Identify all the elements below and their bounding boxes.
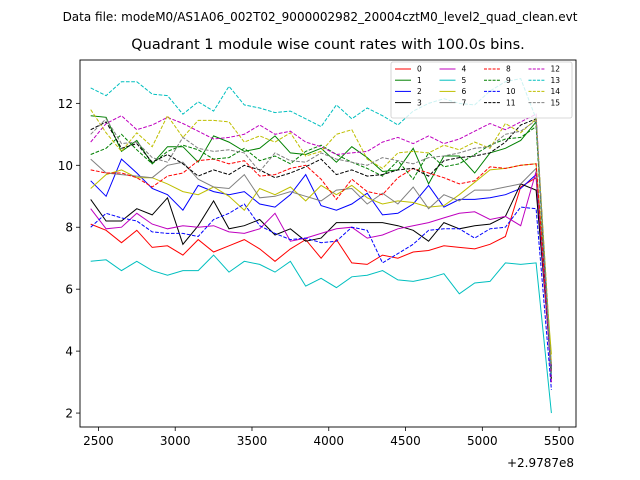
legend-label-10: 10 bbox=[506, 87, 516, 96]
x-tick-label: 3000 bbox=[160, 434, 191, 448]
series-line-13 bbox=[90, 78, 552, 376]
y-tick-label: 4 bbox=[65, 345, 73, 359]
legend-label-8: 8 bbox=[506, 65, 511, 74]
legend-label-6: 6 bbox=[462, 87, 467, 96]
legend-label-4: 4 bbox=[462, 65, 467, 74]
series-line-9 bbox=[90, 125, 552, 380]
legend-box bbox=[390, 61, 573, 119]
y-tick-label: 2 bbox=[65, 407, 73, 421]
x-tick-label: 4500 bbox=[390, 434, 421, 448]
legend-label-3: 3 bbox=[417, 98, 422, 107]
series-line-10 bbox=[90, 203, 552, 390]
y-tick-label: 12 bbox=[58, 97, 73, 111]
series-layer bbox=[90, 78, 552, 414]
legend-label-13: 13 bbox=[551, 76, 561, 85]
chart-suptitle: Data file: modeM0/AS1A06_002T02_90000029… bbox=[63, 10, 578, 24]
legend-label-11: 11 bbox=[506, 98, 516, 107]
x-tick-label: 3500 bbox=[237, 434, 268, 448]
series-line-8 bbox=[90, 158, 552, 373]
x-tick-label: 5500 bbox=[544, 434, 575, 448]
y-tick-label: 8 bbox=[65, 221, 73, 235]
x-tick-label: 4000 bbox=[313, 434, 344, 448]
x-offset-label: +2.9787e8 bbox=[507, 456, 574, 470]
y-tick-label: 6 bbox=[65, 283, 73, 297]
series-line-7 bbox=[90, 158, 552, 364]
legend-label-0: 0 bbox=[417, 65, 422, 74]
x-tick-label: 5000 bbox=[467, 434, 498, 448]
legend-label-1: 1 bbox=[417, 76, 422, 85]
series-line-14 bbox=[90, 109, 552, 364]
chart-title: Quadrant 1 module wise count rates with … bbox=[131, 37, 525, 53]
x-tick-label: 2500 bbox=[83, 434, 114, 448]
series-line-1 bbox=[90, 115, 552, 370]
series-line-11 bbox=[90, 118, 552, 383]
series-line-6 bbox=[90, 163, 552, 355]
y-tick-label: 10 bbox=[58, 159, 73, 173]
series-line-12 bbox=[90, 113, 552, 383]
series-line-2 bbox=[90, 158, 552, 367]
legend-label-14: 14 bbox=[551, 87, 561, 96]
legend-label-12: 12 bbox=[551, 65, 561, 74]
series-line-4 bbox=[90, 171, 552, 376]
plot-frame bbox=[79, 59, 577, 428]
legend-label-5: 5 bbox=[462, 76, 467, 85]
legend-label-2: 2 bbox=[417, 87, 422, 96]
legend-label-15: 15 bbox=[551, 98, 561, 107]
series-line-0 bbox=[90, 176, 552, 373]
series-line-5 bbox=[90, 254, 552, 414]
series-line-3 bbox=[90, 183, 552, 370]
series-line-15 bbox=[90, 117, 552, 373]
legend-label-9: 9 bbox=[506, 76, 511, 85]
legend-label-7: 7 bbox=[462, 98, 467, 107]
